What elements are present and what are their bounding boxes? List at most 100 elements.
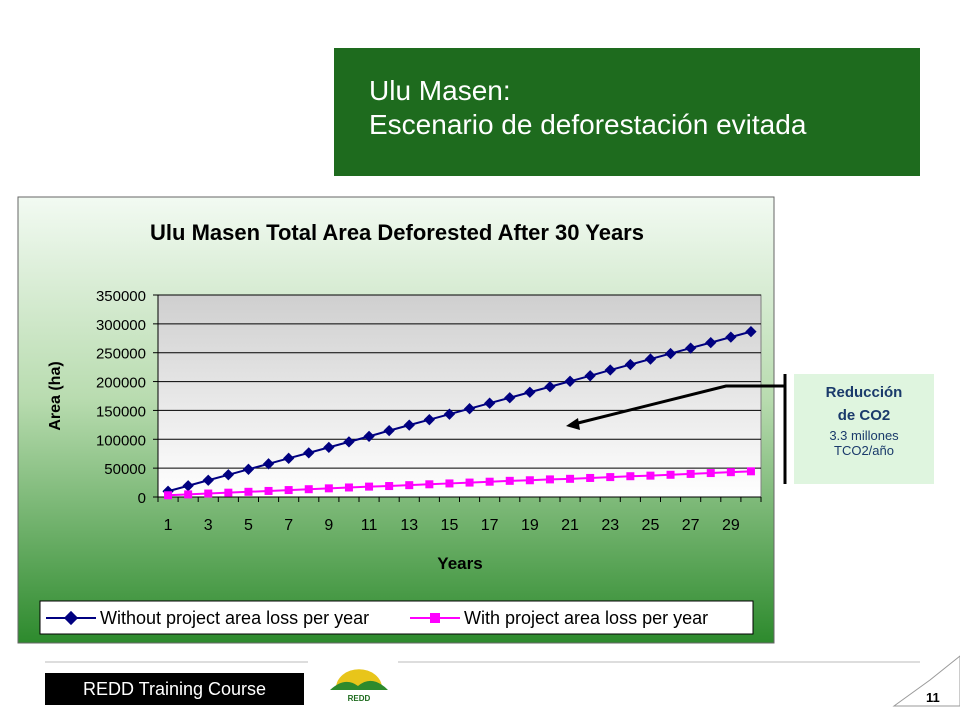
footer-course-label: REDD Training Course (45, 673, 304, 705)
data-point (646, 471, 655, 480)
data-point (725, 331, 737, 343)
x-tick-label: 15 (441, 517, 459, 534)
legend-marker-without (63, 610, 79, 626)
data-point (686, 469, 695, 478)
data-point (282, 452, 295, 464)
data-point (323, 441, 335, 454)
data-point (244, 487, 253, 496)
legend-label-with: With project area loss per year (464, 608, 708, 628)
data-point (525, 476, 534, 485)
page-curl (892, 655, 960, 707)
data-point (423, 414, 436, 426)
legend-marker-with (430, 613, 440, 623)
data-point (443, 408, 456, 420)
x-tick-label: 3 (204, 517, 213, 534)
data-point (264, 486, 273, 495)
data-point (566, 474, 575, 483)
x-tick-label: 23 (601, 517, 619, 534)
data-point (684, 342, 697, 354)
plot-area (157, 294, 762, 498)
y-tick-label: 0 (138, 490, 146, 507)
data-point (504, 392, 516, 404)
data-point (483, 397, 496, 409)
data-point (664, 347, 677, 360)
data-point (403, 419, 415, 431)
data-point (224, 488, 233, 497)
data-point (324, 484, 333, 493)
callout-connector (573, 384, 785, 426)
x-tick-label: 9 (324, 517, 333, 534)
data-point (726, 468, 735, 477)
data-point (624, 358, 637, 371)
y-tick-label: 300000 (96, 317, 146, 334)
slide-title-line2: Escenario de deforestación evitada (369, 109, 807, 140)
legend-box (39, 600, 754, 635)
y-tick-label: 350000 (96, 288, 146, 305)
x-axis-label: Years (437, 554, 482, 573)
data-point (463, 403, 476, 415)
data-point (626, 472, 635, 481)
data-point (262, 458, 275, 470)
data-point (363, 430, 375, 443)
legend-label-without: Without project area loss per year (100, 608, 369, 628)
data-point (644, 353, 657, 365)
callout-line2: de CO2 (837, 407, 891, 424)
logo-text: REDD (348, 694, 371, 703)
data-point (445, 479, 454, 488)
data-point (586, 473, 595, 482)
slide-title-box: Ulu Masen: Escenario de deforestación ev… (334, 48, 920, 176)
data-point (745, 325, 757, 338)
x-tick-label: 21 (561, 517, 579, 534)
data-point (303, 447, 315, 459)
x-tick-label: 29 (722, 517, 740, 534)
data-point (164, 491, 173, 500)
data-point (545, 475, 554, 484)
data-point (666, 470, 675, 479)
data-point (706, 469, 715, 478)
data-point (242, 463, 255, 475)
data-point (385, 482, 394, 491)
redd-logo: REDD (330, 669, 388, 703)
data-point (604, 364, 616, 376)
data-point (524, 386, 536, 398)
callout-line4: TCO2/año (834, 443, 894, 458)
data-point (222, 469, 235, 481)
data-point (746, 467, 755, 476)
callout-arrow-head (566, 418, 580, 430)
data-point (544, 381, 556, 393)
data-point (344, 483, 353, 492)
data-point (485, 477, 494, 486)
data-point (365, 482, 374, 491)
data-point (606, 473, 615, 482)
data-point (564, 375, 576, 387)
data-point (304, 485, 313, 494)
y-tick-label: 100000 (96, 432, 146, 449)
x-tick-label: 1 (164, 517, 173, 534)
x-tick-label: 11 (361, 517, 378, 534)
callout-line3: 3.3 millones (829, 428, 899, 443)
data-point (465, 478, 474, 487)
data-point (383, 424, 395, 437)
x-tick-label: 19 (521, 517, 539, 534)
data-point (405, 481, 414, 490)
page-number: 11 (926, 690, 940, 705)
x-tick-label: 25 (642, 517, 660, 534)
y-tick-label: 50000 (104, 461, 146, 478)
callout-line1: Reducción (825, 384, 903, 401)
data-point (343, 436, 355, 448)
x-tick-label: 7 (284, 517, 293, 534)
x-tick-label: 5 (244, 517, 253, 534)
data-point (284, 486, 293, 495)
y-tick-label: 200000 (96, 375, 146, 392)
data-point (505, 476, 514, 485)
data-point (184, 490, 193, 499)
data-point (584, 370, 596, 382)
x-tick-label: 13 (400, 517, 418, 534)
co2-reduction-callout: Reducción de CO2 3.3 millones TCO2/año (794, 374, 934, 484)
x-tick-label: 27 (682, 517, 700, 534)
x-tick-label: 17 (481, 517, 499, 534)
y-axis-label: Area (ha) (47, 361, 64, 430)
y-tick-label: 250000 (96, 346, 146, 363)
data-point (425, 480, 434, 489)
